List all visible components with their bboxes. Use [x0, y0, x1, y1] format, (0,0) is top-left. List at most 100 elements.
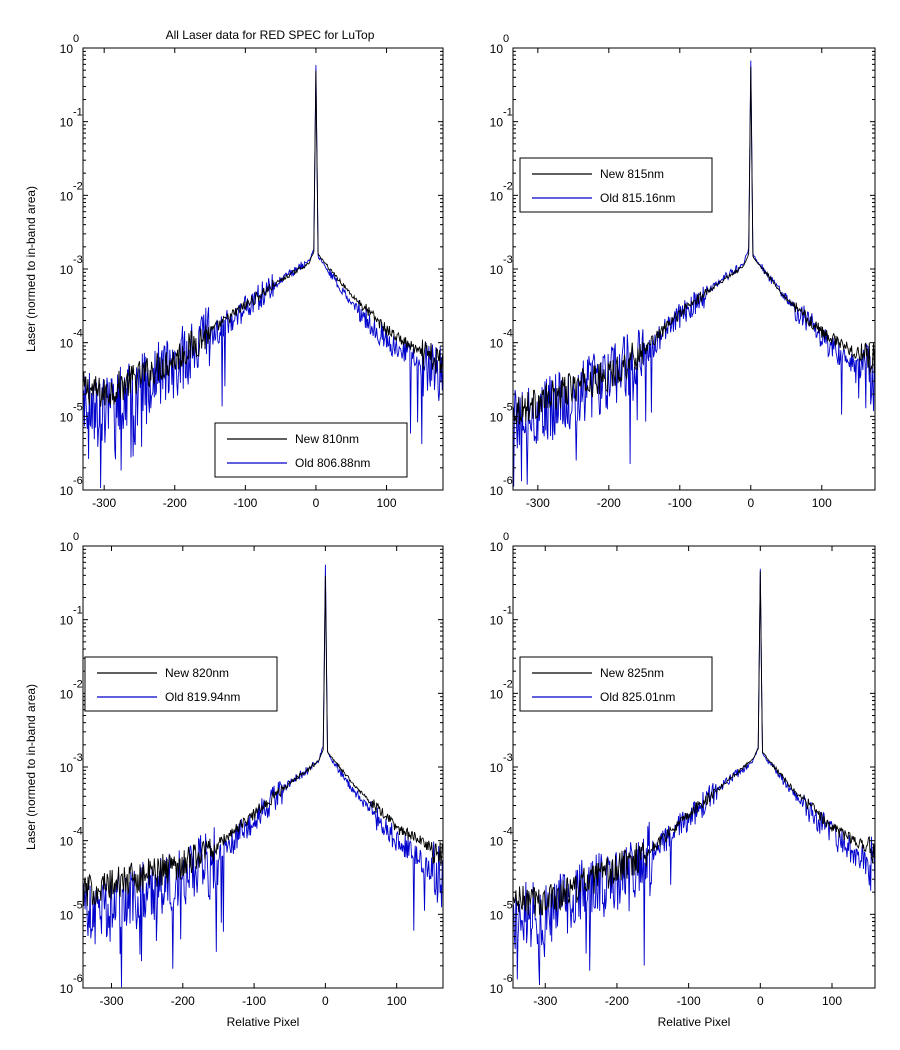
- legend-label: New 820nm: [165, 666, 229, 680]
- y-tick-exponent: 0: [73, 531, 79, 543]
- x-tick-label: 100: [812, 496, 832, 510]
- legend: New 825nm Old 825.01nm: [519, 656, 713, 712]
- y-tick-label: 10: [60, 189, 74, 203]
- y-tick-label: 10: [60, 410, 74, 424]
- x-tick-label: 100: [387, 994, 407, 1008]
- x-tick-label: -300: [92, 496, 116, 510]
- y-tick-label: 10: [60, 337, 74, 351]
- figure-title: All Laser data for RED SPEC for LuTop: [166, 28, 375, 42]
- y-tick-label: 10: [490, 687, 504, 701]
- y-tick-exponent: -4: [73, 328, 83, 340]
- legend-label: New 825nm: [600, 666, 664, 680]
- y-tick-exponent: -3: [73, 254, 83, 266]
- y-tick-label: 10: [490, 116, 504, 130]
- panel-1: -300 -200 -100 0 10010-610-510-410-310-210-1…: [24, 33, 444, 510]
- y-tick-exponent: -6: [73, 475, 83, 487]
- y-tick-exponent: -4: [503, 328, 513, 340]
- x-axis-label: Relative Pixel: [227, 1015, 300, 1029]
- legend-box: [214, 422, 408, 478]
- y-tick-exponent: -6: [503, 475, 513, 487]
- x-tick-label: 0: [757, 994, 764, 1008]
- x-tick-label: 100: [377, 496, 397, 510]
- y-tick-label: 10: [490, 337, 504, 351]
- y-tick-exponent: -2: [73, 678, 83, 690]
- y-tick-label: 10: [60, 42, 74, 56]
- x-tick-label: -100: [668, 496, 692, 510]
- x-tick-label: -200: [171, 994, 195, 1008]
- y-tick-exponent: -2: [73, 180, 83, 192]
- y-tick-label: 10: [490, 42, 504, 56]
- y-tick-label: 10: [490, 263, 504, 277]
- plot-area: [513, 60, 875, 487]
- series-line-new: [513, 66, 875, 425]
- y-tick-exponent: -3: [503, 752, 513, 764]
- y-tick-exponent: -3: [503, 254, 513, 266]
- y-axis-label: Laser (normed to in-band area): [24, 186, 38, 352]
- y-tick-exponent: -6: [503, 973, 513, 985]
- plot-area: [83, 65, 443, 489]
- y-tick-label: 10: [60, 761, 74, 775]
- x-tick-label: -200: [597, 496, 621, 510]
- y-tick-label: 10: [60, 484, 74, 498]
- legend-label: Old 825.01nm: [600, 690, 675, 704]
- y-tick-exponent: -5: [503, 899, 513, 911]
- x-tick-label: -300: [526, 496, 550, 510]
- x-tick-label: -100: [242, 994, 266, 1008]
- x-axis-label: Relative Pixel: [658, 1015, 731, 1029]
- y-tick-label: 10: [490, 908, 504, 922]
- y-tick-exponent: 0: [503, 33, 509, 45]
- x-tick-label: -300: [99, 994, 123, 1008]
- plot-area: [513, 568, 875, 986]
- y-tick-label: 10: [60, 982, 74, 996]
- y-tick-exponent: 0: [73, 33, 79, 45]
- panel-2: -300 -200 -100 0 10010-610-510-410-310-210-1…: [490, 33, 876, 510]
- legend-box: [519, 656, 713, 712]
- y-tick-exponent: 0: [503, 531, 509, 543]
- series-line-new: [513, 571, 875, 916]
- series-line-new: [83, 70, 443, 407]
- y-tick-label: 10: [60, 908, 74, 922]
- y-tick-label: 10: [490, 761, 504, 775]
- x-tick-label: -300: [533, 994, 557, 1008]
- series-line-new: [83, 575, 443, 907]
- panel-4: -300 -200 -100 0 10010-610-510-410-310-210-1…: [490, 531, 876, 1029]
- y-tick-label: 10: [490, 614, 504, 628]
- x-tick-label: 0: [747, 496, 754, 510]
- x-tick-label: -200: [163, 496, 187, 510]
- y-tick-label: 10: [490, 189, 504, 203]
- series-line-old: [513, 568, 875, 986]
- y-tick-exponent: -6: [73, 973, 83, 985]
- legend-box: [519, 157, 713, 213]
- y-tick-exponent: -4: [73, 826, 83, 838]
- y-tick-label: 10: [60, 687, 74, 701]
- y-tick-label: 10: [490, 410, 504, 424]
- y-tick-label: 10: [60, 263, 74, 277]
- x-tick-label: 0: [313, 496, 320, 510]
- series-line-old: [83, 65, 443, 489]
- y-tick-label: 10: [60, 116, 74, 130]
- y-tick-exponent: -2: [503, 180, 513, 192]
- y-tick-exponent: -1: [73, 605, 83, 617]
- legend-label: Old 815.16nm: [600, 191, 675, 205]
- x-tick-label: -100: [677, 994, 701, 1008]
- x-tick-label: 0: [322, 994, 329, 1008]
- y-axis-label: Laser (normed to in-band area): [24, 684, 38, 850]
- y-tick-exponent: -5: [503, 401, 513, 413]
- y-tick-exponent: -2: [503, 678, 513, 690]
- y-tick-label: 10: [490, 484, 504, 498]
- y-tick-label: 10: [60, 540, 74, 554]
- legend: New 810nm Old 806.88nm: [214, 422, 408, 478]
- legend-label: New 810nm: [295, 432, 359, 446]
- y-tick-exponent: -3: [73, 752, 83, 764]
- y-tick-label: 10: [490, 835, 504, 849]
- legend-label: New 815nm: [600, 167, 664, 181]
- x-tick-label: -200: [605, 994, 629, 1008]
- y-tick-exponent: -1: [503, 107, 513, 119]
- x-tick-label: -100: [233, 496, 257, 510]
- y-tick-exponent: -1: [73, 107, 83, 119]
- panels: -300 -200 -100 0 10010-610-510-410-310-210-1…: [24, 33, 876, 1029]
- legend-label: Old 806.88nm: [295, 456, 370, 470]
- y-tick-exponent: -1: [503, 605, 513, 617]
- y-tick-label: 10: [490, 540, 504, 554]
- legend: New 815nm Old 815.16nm: [519, 157, 713, 213]
